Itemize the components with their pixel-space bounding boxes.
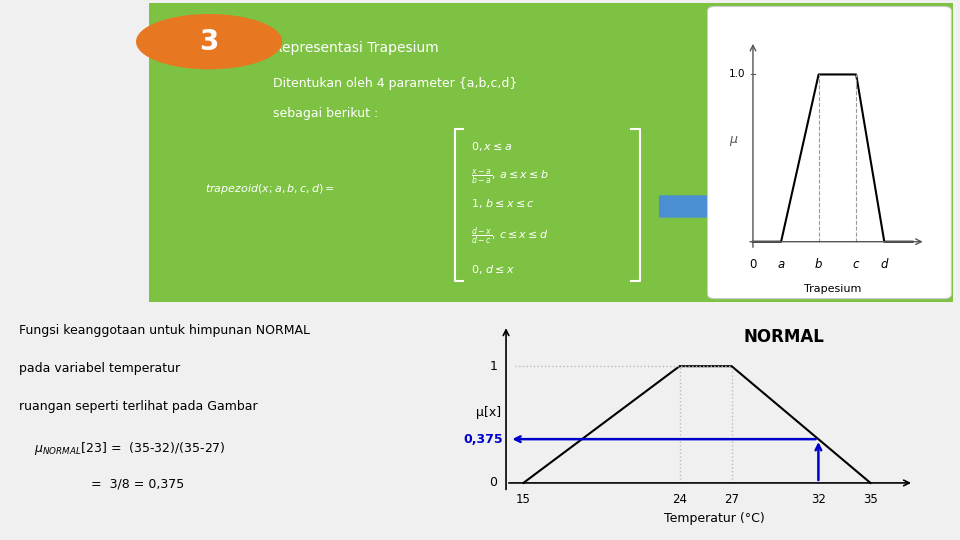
Text: d: d: [880, 259, 888, 272]
Text: sebagai berikut :: sebagai berikut :: [274, 107, 379, 120]
Text: 0,375: 0,375: [463, 433, 503, 446]
Text: $\frac{x-a}{b-a},\, a \leq x \leq b$: $\frac{x-a}{b-a},\, a \leq x \leq b$: [470, 167, 548, 186]
Text: a: a: [778, 259, 784, 272]
Text: Ditentukan oleh 4 parameter {a,b,c,d}: Ditentukan oleh 4 parameter {a,b,c,d}: [274, 77, 517, 90]
Text: $0, x \leq a$: $0, x \leq a$: [470, 140, 512, 153]
Text: $trapezoid(x;a,b,c,d)=$: $trapezoid(x;a,b,c,d)=$: [205, 181, 335, 195]
Text: $1,\, b \leq x \leq c$: $1,\, b \leq x \leq c$: [470, 197, 534, 210]
Text: $\mu_{NORMAL}$[23] =  (35-32)/(35-27): $\mu_{NORMAL}$[23] = (35-32)/(35-27): [34, 440, 226, 457]
Text: Fungsi keanggotaan untuk himpunan NORMAL: Fungsi keanggotaan untuk himpunan NORMAL: [19, 324, 310, 337]
Text: pada variabel temperatur: pada variabel temperatur: [19, 362, 180, 375]
Text: 24: 24: [672, 494, 687, 507]
Text: 1: 1: [490, 360, 497, 373]
Text: Temperatur (°C): Temperatur (°C): [664, 512, 765, 525]
Text: 35: 35: [863, 494, 877, 507]
Text: 15: 15: [516, 494, 531, 507]
Text: 1.0: 1.0: [729, 70, 745, 79]
Text: $\frac{d-x}{d-c},\, c \leq x \leq d$: $\frac{d-x}{d-c},\, c \leq x \leq d$: [470, 226, 548, 247]
Text: 32: 32: [811, 494, 826, 507]
Text: 0: 0: [749, 259, 756, 272]
Text: NORMAL: NORMAL: [743, 328, 824, 346]
FancyArrow shape: [660, 193, 732, 220]
Text: 0: 0: [490, 476, 497, 489]
Text: c: c: [852, 259, 859, 272]
Text: ruangan seperti terlihat pada Gambar: ruangan seperti terlihat pada Gambar: [19, 400, 258, 413]
Text: $\mu$: $\mu$: [730, 134, 739, 149]
Circle shape: [136, 15, 281, 69]
Text: =  3/8 = 0,375: = 3/8 = 0,375: [91, 478, 184, 491]
Text: μ[x]: μ[x]: [476, 407, 501, 420]
Text: $0,\, d \leq x$: $0,\, d \leq x$: [470, 263, 515, 276]
Text: Trapesium: Trapesium: [804, 284, 861, 294]
Text: b: b: [815, 259, 823, 272]
Text: 3: 3: [200, 28, 219, 56]
Text: 27: 27: [724, 494, 739, 507]
Text: Representasi Trapesium: Representasi Trapesium: [274, 40, 440, 55]
